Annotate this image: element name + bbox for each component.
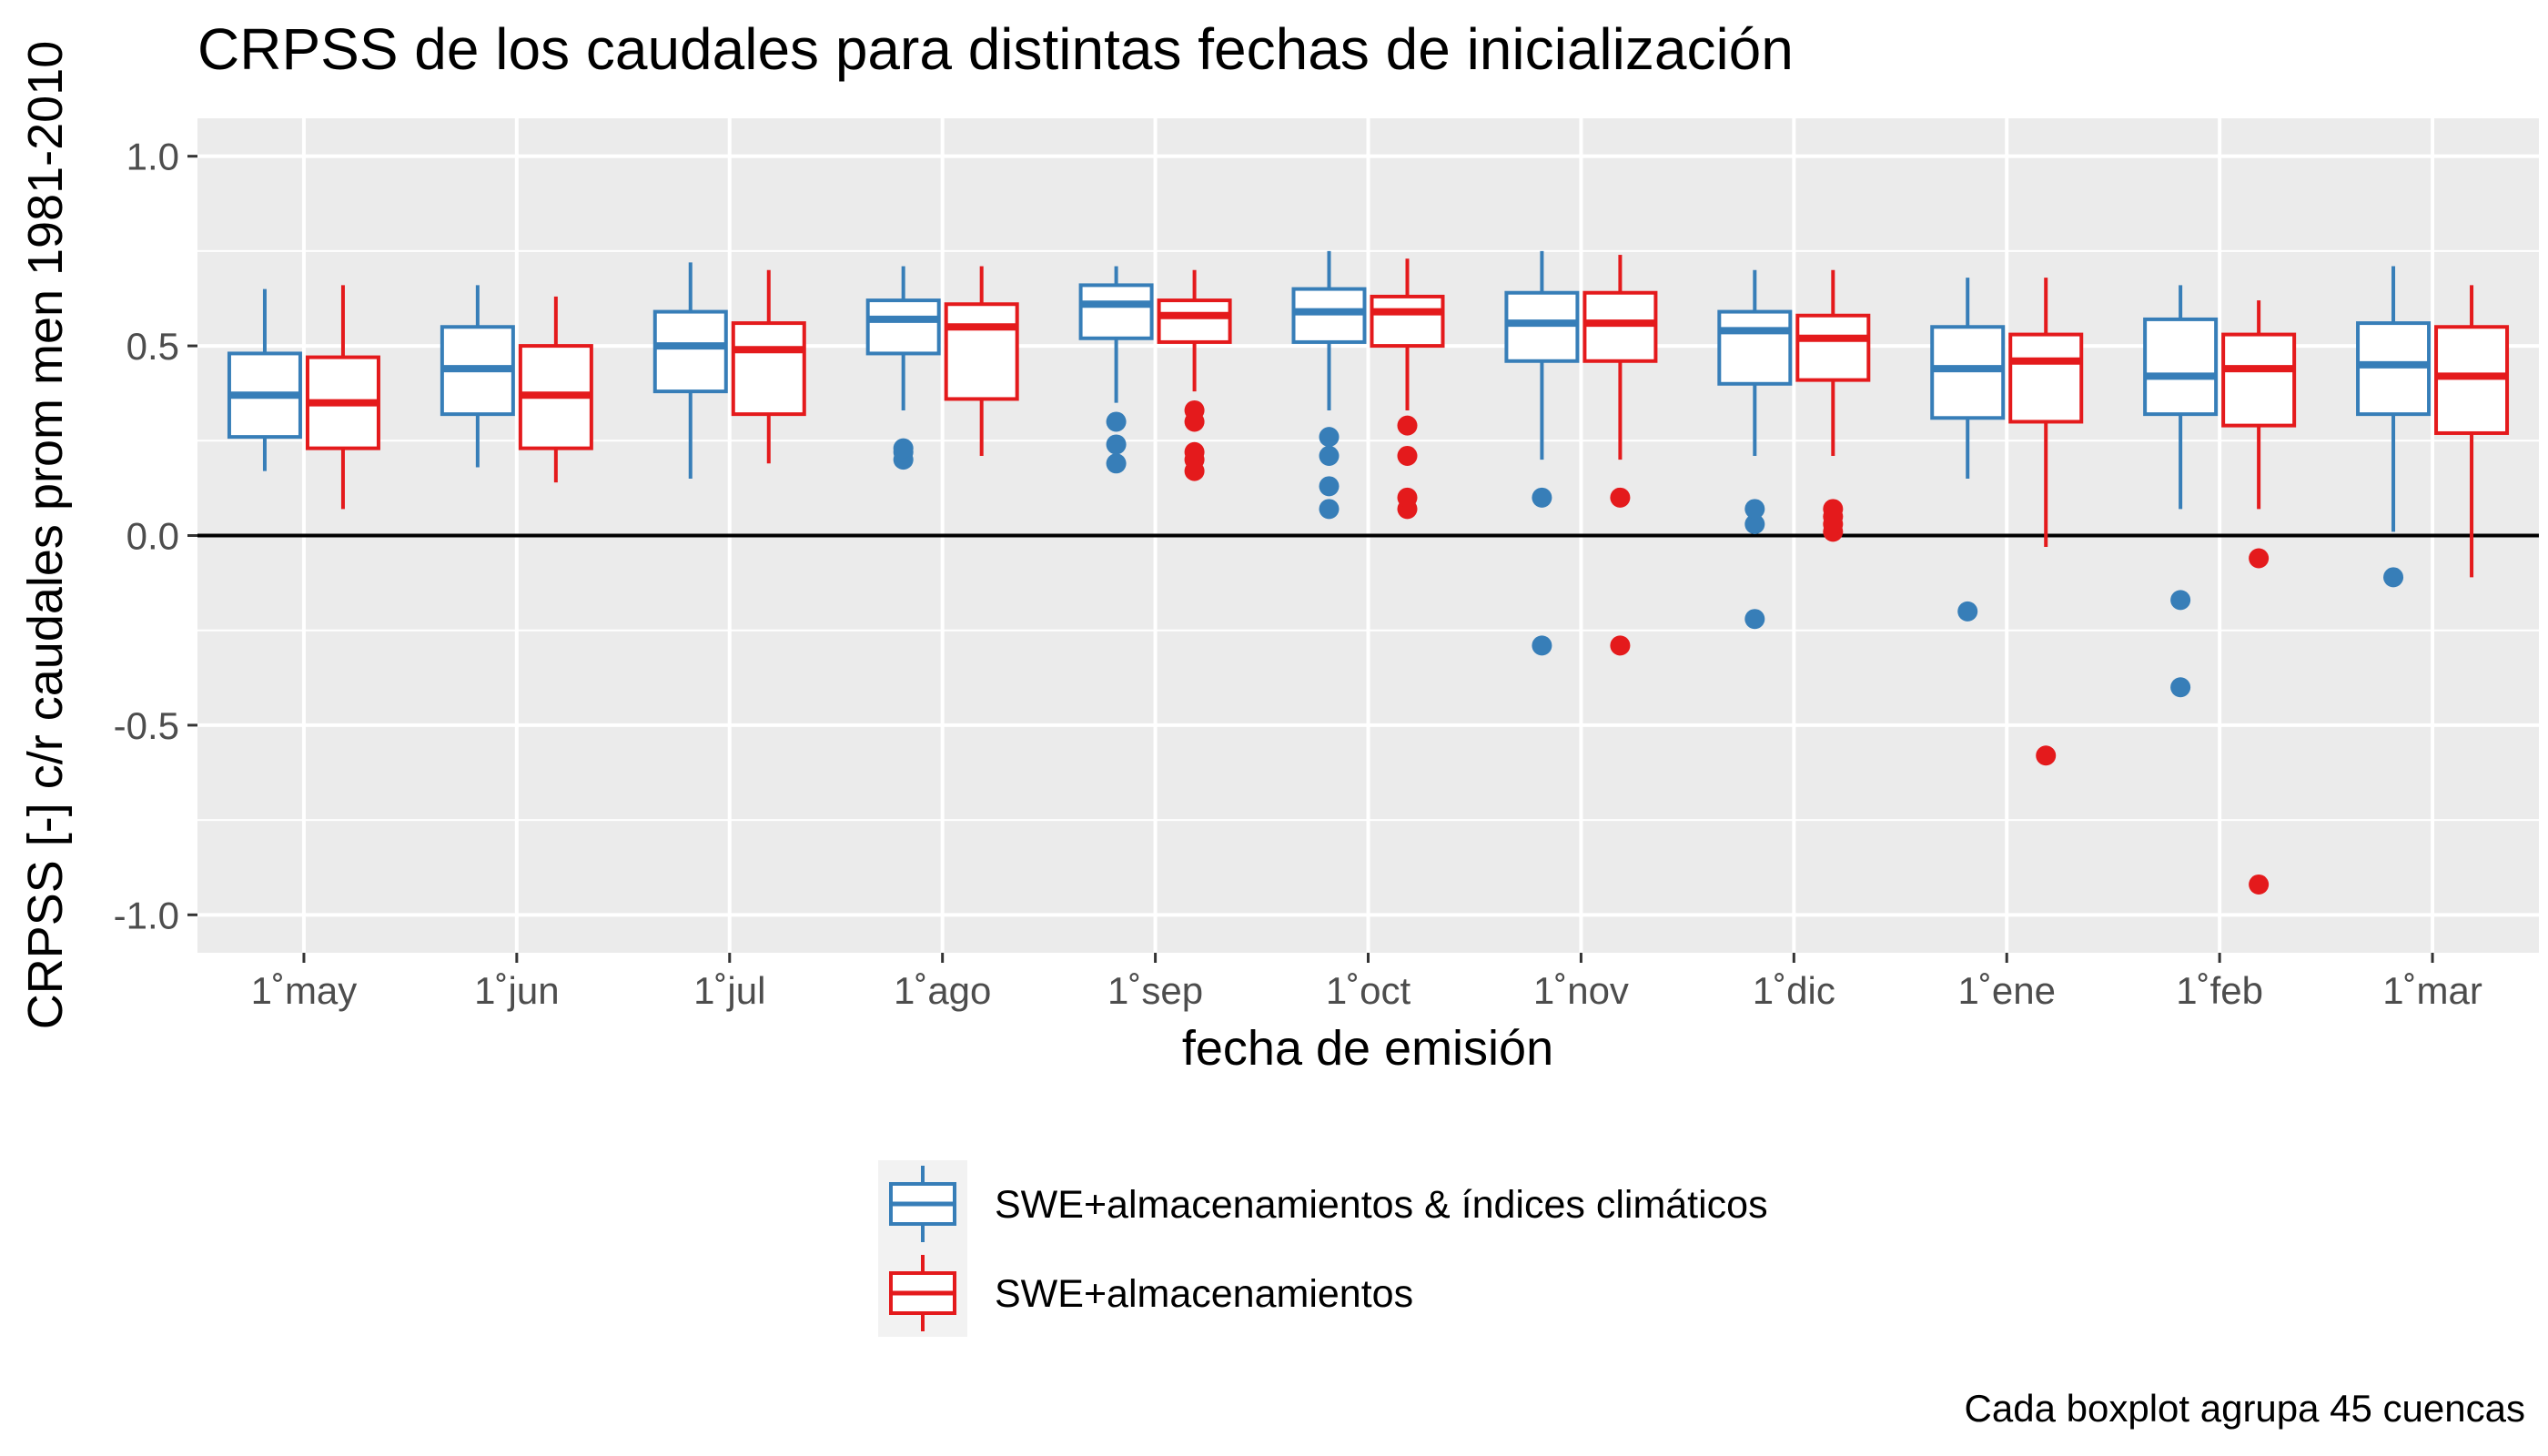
outlier-point xyxy=(1397,415,1418,436)
boxplot-indices-4 xyxy=(1078,266,1154,474)
boxplot-swe-10 xyxy=(2434,285,2510,578)
boxplot-swe-0 xyxy=(305,285,380,510)
outlier-point xyxy=(2249,548,2270,569)
outlier-point xyxy=(1184,441,1205,462)
outlier-point xyxy=(1319,499,1340,520)
outlier-point xyxy=(1744,499,1765,520)
outlier-point xyxy=(893,438,914,459)
axes: -1.0 -0.5 0.0 0.5 1.0 1˚may 1˚jun 1˚jul 1˚ago 1˚s… xyxy=(114,136,2482,1012)
boxplot-indices-6 xyxy=(1504,250,1580,656)
boxplots xyxy=(227,250,2510,895)
outlier-point xyxy=(1532,487,1552,508)
outlier-point xyxy=(1106,453,1127,474)
x-tick-label: 1˚nov xyxy=(1533,969,1629,1012)
box xyxy=(1930,325,2006,420)
legend-label: SWE+almacenamientos & índices climáticos xyxy=(995,1183,1768,1227)
outlier-point xyxy=(1106,411,1127,432)
box xyxy=(1078,283,1154,340)
outlier-point xyxy=(1744,513,1765,534)
boxplot-swe-6 xyxy=(1582,255,1658,656)
box xyxy=(2356,321,2432,417)
chart-caption: Cada boxplot agrupa 45 cuencas xyxy=(1965,1387,2525,1430)
outlier-point xyxy=(1319,445,1340,466)
box xyxy=(1370,294,1445,349)
outlier-point xyxy=(1610,635,1631,656)
legend-label: SWE+almacenamientos xyxy=(995,1272,1413,1316)
boxplot-indices-0 xyxy=(227,288,302,471)
outlier-point xyxy=(2249,874,2270,895)
boxplot-indices-1 xyxy=(440,285,515,468)
outlier-point xyxy=(1319,427,1340,448)
boxplot-swe-8 xyxy=(2008,278,2084,766)
outlier-point xyxy=(1397,445,1418,466)
box xyxy=(731,321,806,417)
x-tick-label: 1˚dic xyxy=(1753,969,1835,1012)
box xyxy=(2221,332,2297,428)
x-tick-label: 1˚ene xyxy=(1958,969,2056,1012)
box xyxy=(1291,287,1367,344)
outlier-point xyxy=(2170,677,2191,698)
outlier-point xyxy=(1319,476,1340,497)
outlier-point xyxy=(1532,635,1552,656)
outlier-point xyxy=(1397,487,1418,508)
x-tick-label: 1˚jul xyxy=(693,969,765,1012)
boxplot-indices-5 xyxy=(1291,250,1367,520)
boxplot-swe-3 xyxy=(944,266,1019,456)
outlier-point xyxy=(1106,434,1127,455)
outlier-point xyxy=(2383,567,2404,588)
x-tick-label: 1˚ago xyxy=(894,969,991,1012)
x-tick-label: 1˚oct xyxy=(1326,969,1411,1012)
outlier-point xyxy=(1744,609,1765,630)
box xyxy=(1582,290,1658,363)
boxplot-indices-2 xyxy=(652,262,728,479)
box xyxy=(865,298,941,356)
box xyxy=(652,309,728,394)
outlier-point xyxy=(2170,590,2191,611)
box xyxy=(1717,309,1793,386)
outlier-point xyxy=(1957,601,1978,622)
box xyxy=(944,302,1019,401)
legend-item-indices: SWE+almacenamientos & índices climáticos xyxy=(889,1166,1768,1242)
outlier-point xyxy=(1823,499,1844,520)
outlier-point xyxy=(1610,487,1631,508)
y-tick-label: 1.0 xyxy=(126,136,179,178)
boxplot-indices-9 xyxy=(2143,285,2219,698)
x-tick-label: 1˚jun xyxy=(474,969,559,1012)
x-tick-label: 1˚may xyxy=(251,969,358,1012)
chart-title: CRPSS de los caudales para distintas fec… xyxy=(197,16,1794,82)
box xyxy=(2008,332,2084,424)
boxplot-swe-5 xyxy=(1370,258,1445,520)
box xyxy=(1157,298,1232,344)
box xyxy=(1795,313,1871,382)
box xyxy=(1504,290,1580,363)
x-tick-label: 1˚feb xyxy=(2176,969,2263,1012)
box xyxy=(2143,317,2219,417)
x-tick-label: 1˚mar xyxy=(2382,969,2482,1012)
boxplot-swe-7 xyxy=(1795,269,1871,542)
y-tick-label: -0.5 xyxy=(114,704,179,747)
outlier-point xyxy=(2036,745,2057,766)
y-axis-label: CRPSS [-] c/r caudales prom men 1981-201… xyxy=(18,41,73,1030)
boxplot-swe-2 xyxy=(731,269,806,464)
boxplot-swe-1 xyxy=(518,296,593,483)
box xyxy=(2434,325,2510,435)
boxplot-swe-4 xyxy=(1157,269,1232,481)
boxplot-indices-10 xyxy=(2356,266,2432,588)
legend-item-swe: SWE+almacenamientos xyxy=(889,1255,1413,1331)
x-tick-label: 1˚sep xyxy=(1107,969,1203,1012)
boxplot-indices-7 xyxy=(1717,269,1793,630)
outlier-point xyxy=(1184,399,1205,420)
y-tick-label: -1.0 xyxy=(114,894,179,936)
boxplot-swe-9 xyxy=(2221,300,2297,895)
y-tick-label: 0.0 xyxy=(126,515,179,558)
boxplot-indices-8 xyxy=(1930,278,2006,622)
legend: SWE+almacenamientos & índices climáticos… xyxy=(878,1160,1768,1337)
boxplot-indices-3 xyxy=(865,266,941,470)
x-axis-label: fecha de emisión xyxy=(1182,1021,1553,1076)
y-tick-label: 0.5 xyxy=(126,325,179,368)
